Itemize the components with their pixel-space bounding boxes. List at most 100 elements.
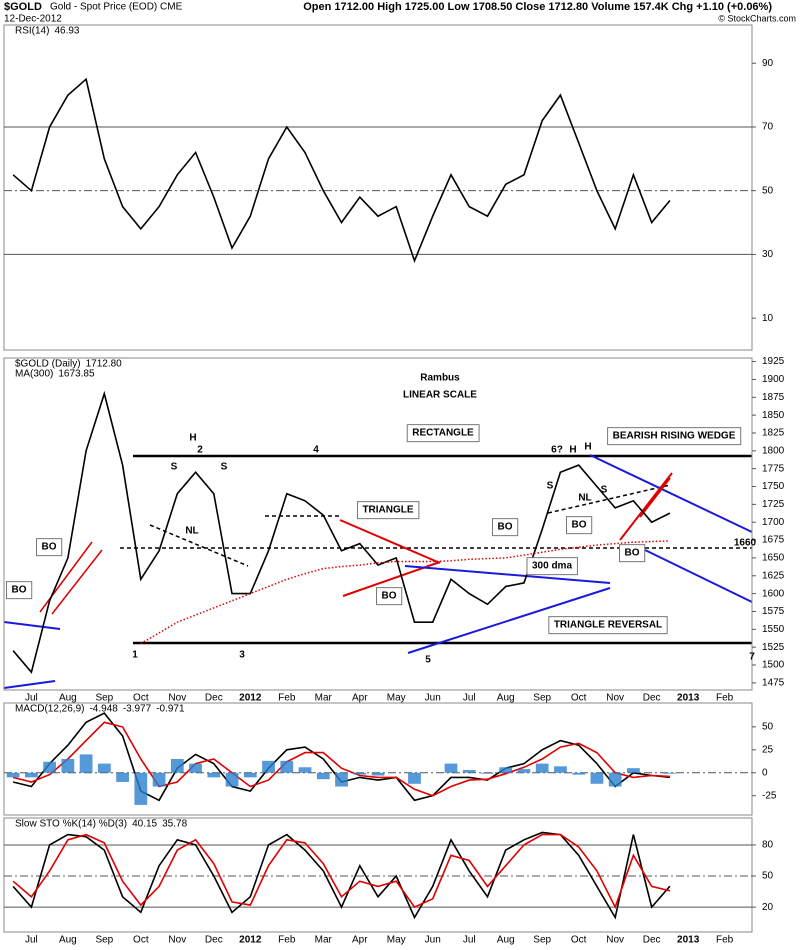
- annotation-text: BEARISH RISING WEDGE: [613, 431, 736, 442]
- histogram-bar: [134, 772, 148, 805]
- panel-title: Slow STO %K(14) %D(3): [15, 819, 127, 830]
- y-tick-label: 25: [762, 744, 774, 755]
- annotation: 1: [132, 650, 138, 661]
- trendline: [39, 541, 93, 613]
- annotation-text: BO: [572, 520, 587, 531]
- y-tick-label: 1475: [762, 678, 785, 689]
- y-tick-label: 1900: [762, 374, 785, 385]
- histogram-bar: [627, 768, 640, 773]
- annotation: H: [189, 433, 196, 444]
- histogram-bar: [535, 763, 549, 773]
- annotation-box: [376, 587, 403, 606]
- trendline: [407, 587, 611, 654]
- y-tick-label: 1575: [762, 606, 785, 617]
- legend-value: -3.977: [123, 704, 152, 715]
- annotation: S: [547, 481, 554, 492]
- y-tick-label: 1825: [762, 428, 785, 439]
- annotation: TRIANGLE REVERSAL: [548, 616, 668, 635]
- x-tick-label: Jul: [463, 693, 476, 704]
- trendline: [589, 454, 753, 533]
- histogram-bar: [61, 759, 75, 773]
- x-tick-label: Jul: [25, 693, 38, 704]
- trendline: [149, 524, 249, 567]
- legend-value: 1673.85: [58, 369, 95, 380]
- histogram-bar: [243, 772, 257, 778]
- annotation-text: 1: [132, 650, 138, 661]
- panel-frame: [3, 24, 753, 351]
- annotation-box: [566, 516, 593, 535]
- annotation: Rambus: [420, 373, 460, 384]
- panel-frame: [3, 357, 753, 691]
- annotation-text: BO: [382, 591, 397, 602]
- annotation-text: S: [221, 462, 228, 473]
- annotation-text: BO: [12, 585, 27, 596]
- histogram-bar: [499, 767, 513, 773]
- annotation-text: BO: [625, 548, 640, 559]
- histogram-bar: [152, 772, 166, 787]
- series-line: [12, 390, 671, 674]
- x-tick-label: Feb: [278, 693, 296, 704]
- annotation: NL: [578, 493, 591, 504]
- x-tick-label: Apr: [352, 693, 368, 704]
- x-tick-label: Aug: [497, 935, 515, 946]
- annotation: S: [601, 485, 608, 496]
- panel-frame: [3, 817, 753, 933]
- trendline: [3, 680, 56, 689]
- x-tick-label: Sep: [95, 693, 113, 704]
- trendlines: [3, 454, 753, 689]
- x-tick-label: Nov: [606, 935, 624, 946]
- legend-label: MA(300): [15, 369, 53, 380]
- annotation-text: 1660: [734, 538, 757, 549]
- annotation-text: TRIANGLE: [362, 505, 413, 516]
- histogram-bar: [554, 766, 567, 773]
- annotation: BO: [376, 587, 403, 606]
- histogram-bar: [444, 763, 458, 773]
- annotation-box: [619, 544, 646, 563]
- y-tick-label: 1875: [762, 392, 785, 403]
- y-tick-label: 1600: [762, 588, 785, 599]
- credit: © StockCharts.com: [718, 13, 796, 23]
- histogram-bar: [572, 772, 586, 775]
- x-tick-label: Jul: [25, 935, 38, 946]
- y-tick-label: 50: [762, 185, 774, 196]
- annotation: H: [569, 445, 576, 456]
- histogram-bar: [462, 770, 476, 773]
- annotation-text: S: [547, 481, 554, 492]
- histogram-bar: [298, 767, 312, 773]
- histogram-bar: [590, 772, 604, 784]
- y-tick-label: 1750: [762, 481, 785, 492]
- annotation-text: RECTANGLE: [412, 428, 474, 439]
- histogram-bar: [335, 772, 348, 787]
- annotation-text: S: [601, 485, 608, 496]
- histogram-bar: [43, 761, 56, 773]
- quote: Open 1712.00 High 1725.00 Low 1708.50 Cl…: [303, 1, 772, 13]
- y-tick-label: 0: [762, 767, 768, 778]
- annotation: BO: [36, 538, 63, 557]
- annotation: BO: [566, 516, 593, 535]
- ma-line: [140, 540, 670, 645]
- y-tick-label: 1725: [762, 499, 785, 510]
- x-tick-label: Mar: [315, 693, 333, 704]
- x-tick-label: 2013: [677, 935, 700, 946]
- y-tick-label: 10: [762, 313, 774, 324]
- annotation: 6?: [551, 445, 563, 456]
- annotation-text: 5: [425, 655, 431, 666]
- panel-frame: [3, 702, 753, 816]
- histogram-bar: [207, 772, 221, 778]
- x-tick-label: 2012: [239, 935, 262, 946]
- annotation: 4: [313, 445, 319, 456]
- histogram-bar: [97, 763, 111, 773]
- annotation-text: H: [584, 442, 591, 453]
- trendline: [619, 472, 673, 541]
- annotation: 1660: [734, 538, 757, 549]
- annotation: 300 dma: [526, 557, 578, 576]
- legend-value: 40.15: [132, 819, 157, 830]
- instrument-name: Gold - Spot Price (EOD) CME: [50, 2, 183, 13]
- legend-value: -0.971: [156, 704, 185, 715]
- x-tick-label: Jun: [425, 935, 441, 946]
- histogram-bar: [280, 760, 294, 773]
- x-tick-label: Jul: [463, 935, 476, 946]
- histogram-bar: [408, 772, 421, 784]
- annotation: BO: [619, 544, 646, 563]
